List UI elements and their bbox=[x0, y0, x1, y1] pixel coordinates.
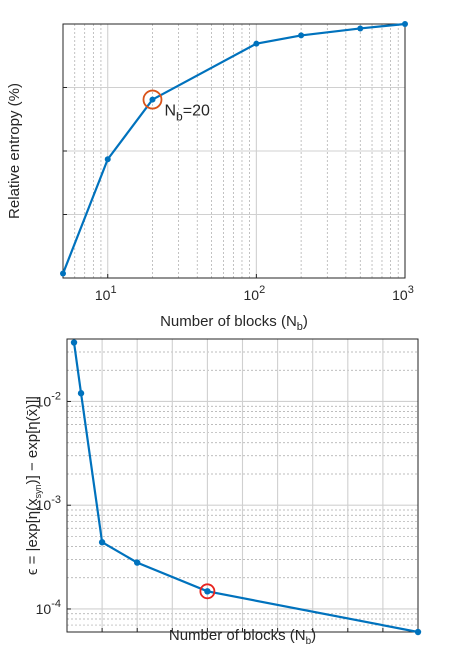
annotation-label: Nb=20 bbox=[164, 103, 209, 124]
x-tick-label: 102 bbox=[244, 284, 266, 303]
data-point bbox=[414, 628, 422, 636]
data-point bbox=[298, 32, 305, 39]
x-axis-label: Number of blocks (Nb) bbox=[160, 313, 308, 333]
data-point bbox=[357, 25, 364, 32]
y-tick-label: 10-4 bbox=[36, 598, 61, 617]
data-point bbox=[104, 156, 111, 163]
data-point bbox=[98, 539, 106, 546]
series-line bbox=[61, 22, 406, 274]
data-point bbox=[77, 390, 85, 397]
data-point bbox=[253, 40, 260, 47]
series-line bbox=[72, 342, 419, 634]
chart-relative-entropy: 101 102 103 Nb=20 Number of blocks (Nb) Relat… bbox=[6, 21, 414, 333]
x-tick-label: 101 bbox=[95, 284, 117, 303]
data-point bbox=[204, 588, 211, 595]
highlight-circle bbox=[142, 89, 163, 110]
y-axis-label: Relative entropy (%) bbox=[6, 83, 23, 219]
chart-epsilon-error: 10-4 10-3 10-2 Number of blocks (Nb) ϵ = |ex… bbox=[24, 338, 422, 647]
x-axis-label: Number of blocks (Nb) bbox=[169, 627, 316, 647]
x-tick-label: 103 bbox=[392, 284, 414, 303]
y-tick-label: 10-2 bbox=[36, 390, 61, 409]
data-point bbox=[134, 559, 141, 566]
y-axis-label: ϵ = |exp[η(xsyn)] − exp[η(x̄)]| bbox=[24, 396, 43, 575]
data-point bbox=[60, 270, 66, 277]
data-point bbox=[149, 96, 156, 103]
data-point bbox=[70, 339, 78, 346]
data-point bbox=[402, 21, 408, 27]
highlight-circle bbox=[199, 583, 216, 600]
y-tick-label: 10-3 bbox=[36, 494, 61, 513]
